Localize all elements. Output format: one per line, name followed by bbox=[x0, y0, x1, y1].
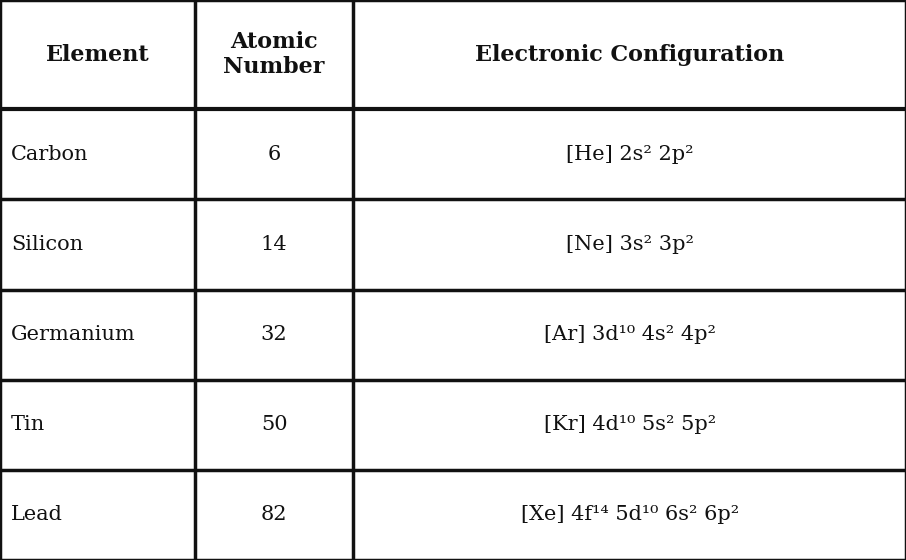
Text: Element: Element bbox=[45, 44, 149, 66]
Text: [Ne] 3s² 3p²: [Ne] 3s² 3p² bbox=[565, 235, 694, 254]
Text: Atomic
Number: Atomic Number bbox=[224, 31, 324, 78]
Text: 50: 50 bbox=[261, 416, 287, 434]
Text: 6: 6 bbox=[267, 145, 281, 164]
Text: Silicon: Silicon bbox=[11, 235, 83, 254]
Text: [Kr] 4d¹⁰ 5s² 5p²: [Kr] 4d¹⁰ 5s² 5p² bbox=[544, 416, 716, 434]
Text: [Ar] 3d¹⁰ 4s² 4p²: [Ar] 3d¹⁰ 4s² 4p² bbox=[544, 325, 716, 344]
Text: Lead: Lead bbox=[11, 506, 63, 524]
Text: Carbon: Carbon bbox=[11, 145, 89, 164]
Text: 82: 82 bbox=[261, 506, 287, 524]
Text: 32: 32 bbox=[261, 325, 287, 344]
Text: Tin: Tin bbox=[11, 416, 45, 434]
Text: Germanium: Germanium bbox=[11, 325, 136, 344]
Text: [Xe] 4f¹⁴ 5d¹⁰ 6s² 6p²: [Xe] 4f¹⁴ 5d¹⁰ 6s² 6p² bbox=[521, 506, 738, 524]
Text: Electronic Configuration: Electronic Configuration bbox=[475, 44, 785, 66]
Text: [He] 2s² 2p²: [He] 2s² 2p² bbox=[566, 145, 693, 164]
Text: 14: 14 bbox=[261, 235, 287, 254]
